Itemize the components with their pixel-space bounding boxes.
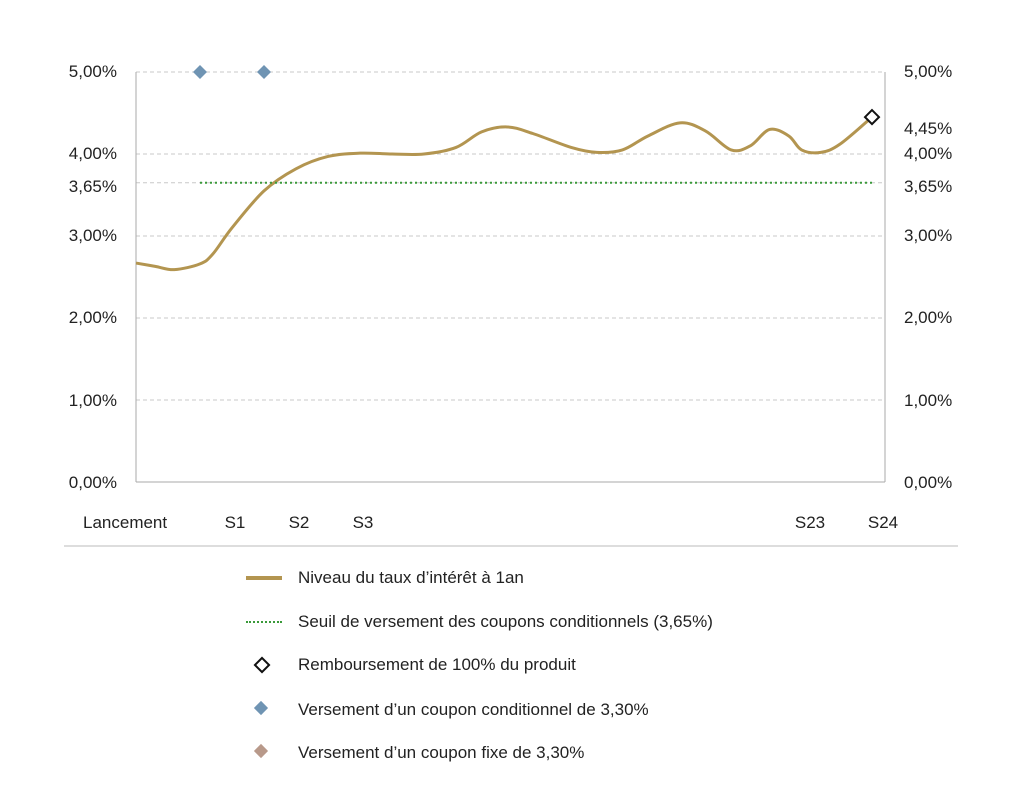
x-tick: S23 <box>795 513 825 532</box>
y-left-tick: 2,00% <box>69 308 117 327</box>
legend-label: Versement d’un coupon fixe de 3,30% <box>298 743 585 762</box>
tan-diamond-icon <box>240 741 286 765</box>
y-left-tick: 5,00% <box>69 62 117 81</box>
legend-symbol-solid-line <box>240 566 286 590</box>
legend-item-fixed-coupon: Versement d’un coupon fixe de 3,30% <box>240 741 584 765</box>
redemption-marker <box>863 108 881 126</box>
y-right-tick: 3,65% <box>904 177 952 196</box>
coupon-marker <box>193 65 207 79</box>
y-right-tick: 5,00% <box>904 62 952 81</box>
legend-item-redemption: Remboursement de 100% du produit <box>240 653 576 677</box>
legend-item-rate: Niveau du taux d’intérêt à 1an <box>240 566 524 590</box>
x-tick: S1 <box>225 513 246 532</box>
marker-layer <box>193 65 881 126</box>
series-layer <box>135 115 873 272</box>
y-left-tick: 4,00% <box>69 144 117 163</box>
legend-label: Remboursement de 100% du produit <box>298 655 576 674</box>
rate-line <box>135 115 873 272</box>
y-right-tick: 4,00% <box>904 144 952 163</box>
x-tick: Lancement <box>83 513 167 532</box>
legend-item-conditional-coupon: Versement d’un coupon conditionnel de 3,… <box>240 698 649 722</box>
legend-symbol-dotted-line <box>240 610 286 634</box>
legend-label: Niveau du taux d’intérêt à 1an <box>298 568 524 587</box>
y-left-tick: 1,00% <box>69 391 117 410</box>
open-diamond-icon <box>240 653 286 677</box>
y-left-tick: 3,00% <box>69 226 117 245</box>
coupon-marker <box>257 65 271 79</box>
x-tick: S3 <box>353 513 374 532</box>
y-right-tick: 0,00% <box>904 473 952 492</box>
legend-item-threshold: Seuil de versement des coupons condition… <box>240 610 713 634</box>
x-tick: S2 <box>289 513 310 532</box>
y-right-tick: 1,00% <box>904 391 952 410</box>
y-left-tick: 3,65% <box>69 177 117 196</box>
grid-lines <box>136 71 885 401</box>
y-right-tick: 4,45% <box>904 119 952 138</box>
legend-label: Seuil de versement des coupons condition… <box>298 612 713 631</box>
blue-diamond-icon <box>240 698 286 722</box>
y-left-tick: 0,00% <box>69 473 117 492</box>
y-right-tick: 2,00% <box>904 308 952 327</box>
legend-label: Versement d’un coupon conditionnel de 3,… <box>298 700 649 719</box>
y-right-tick: 3,00% <box>904 226 952 245</box>
x-tick: S24 <box>868 513 898 532</box>
